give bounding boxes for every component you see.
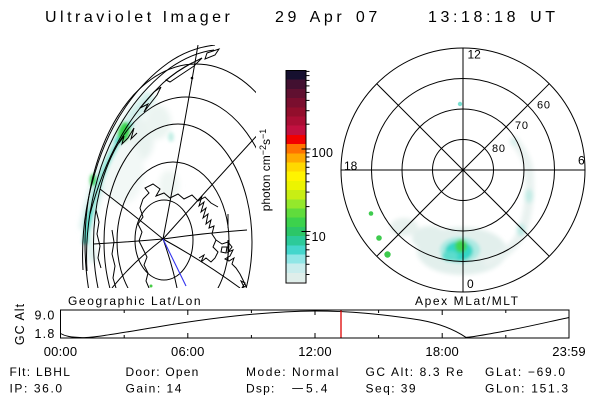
svg-text:29 Apr 07: 29 Apr 07: [275, 9, 381, 26]
svg-text:Door: Open: Door: Open: [126, 365, 200, 379]
svg-text:00:00: 00:00: [44, 344, 78, 359]
svg-text:100: 100: [312, 146, 334, 160]
svg-text:IP: 36.0: IP: 36.0: [10, 382, 64, 396]
svg-text:GC Alt: GC Alt: [13, 303, 27, 345]
svg-text:Flt: LBHL: Flt: LBHL: [10, 365, 72, 379]
svg-text:6: 6: [578, 154, 585, 168]
svg-text:−: −: [291, 382, 304, 396]
svg-text:23:59: 23:59: [552, 344, 586, 359]
svg-text:Dsp:: Dsp:: [246, 382, 275, 396]
svg-text:80: 80: [492, 143, 506, 155]
svg-text:70: 70: [515, 120, 529, 132]
svg-text:60: 60: [537, 100, 551, 112]
svg-text:18:00: 18:00: [425, 344, 459, 359]
svg-text:10: 10: [312, 230, 327, 244]
svg-text:Seq: 39: Seq: 39: [366, 382, 418, 396]
svg-text:photon cm−2s−1: photon cm−2s−1: [258, 129, 273, 212]
svg-text:GLat: −69.0: GLat: −69.0: [485, 365, 567, 379]
svg-text:18: 18: [344, 159, 358, 173]
svg-text:Gain: 14: Gain: 14: [126, 382, 183, 396]
svg-text:12: 12: [468, 48, 482, 62]
svg-text:06:00: 06:00: [171, 344, 205, 359]
svg-text:12:00: 12:00: [298, 344, 332, 359]
svg-text:5.4: 5.4: [306, 382, 330, 396]
svg-text:Apex MLat/MLT: Apex MLat/MLT: [415, 294, 520, 308]
svg-text:1.8: 1.8: [35, 327, 56, 341]
svg-text:0: 0: [467, 277, 474, 291]
svg-text:13:18:18 UT: 13:18:18 UT: [428, 9, 559, 26]
svg-text:Geographic Lat/Lon: Geographic Lat/Lon: [68, 294, 202, 308]
svg-text:9.0: 9.0: [35, 309, 56, 323]
svg-text:GLon: 151.3: GLon: 151.3: [485, 382, 570, 396]
svg-text:Mode: Normal: Mode: Normal: [246, 365, 340, 379]
svg-text:Ultraviolet Imager: Ultraviolet Imager: [45, 9, 233, 26]
svg-text:GC Alt: 8.3 Re: GC Alt: 8.3 Re: [366, 365, 465, 379]
